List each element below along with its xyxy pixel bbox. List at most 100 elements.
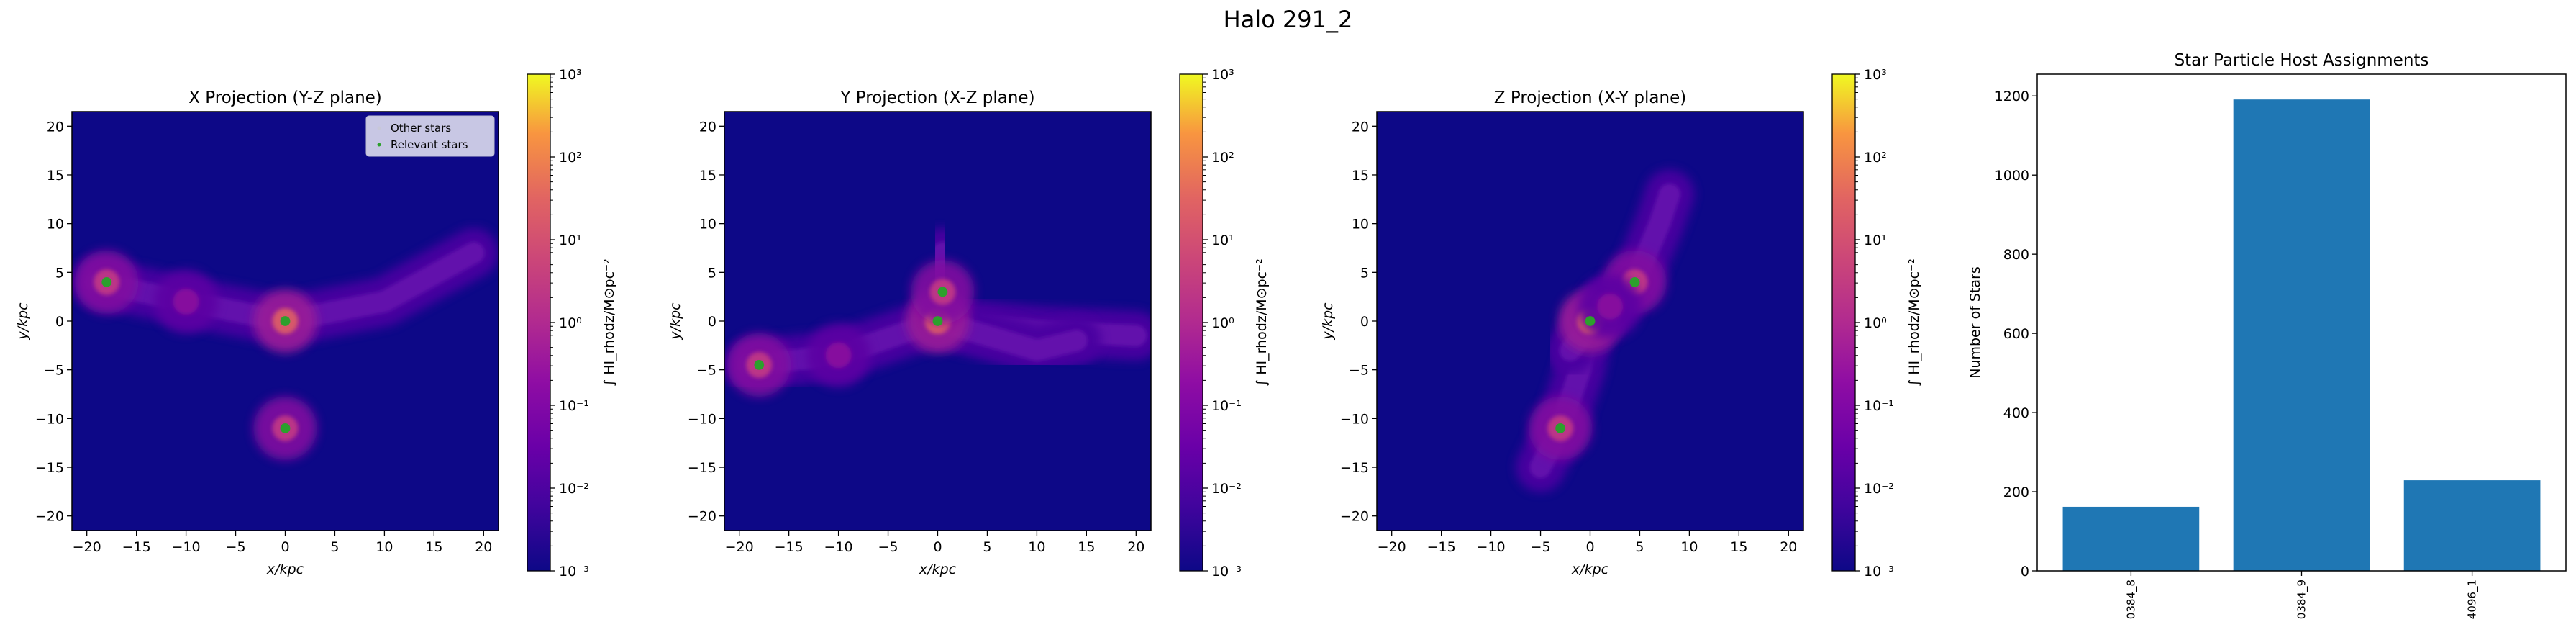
colorbar-tick-label: 10¹ [1864, 233, 1887, 248]
colorbar: 10⁻³ 10⁻² 10⁻¹ 10⁰ 10¹ 10² 10³ ∫ HI_rhodz/M⊙pc⁻… [1831, 67, 1922, 580]
heatmap-image [72, 112, 499, 531]
x-tick-label: −15 [1427, 539, 1456, 555]
relevant-star [1585, 316, 1596, 326]
y-tick-label: 5 [708, 265, 716, 281]
colorbar-tick-label: 10² [1211, 150, 1234, 166]
colorbar-tick-label: 10⁻¹ [1864, 398, 1894, 414]
colorbar-tick-label: 10⁻³ [1211, 564, 1242, 580]
x-tick-label: 5 [1635, 539, 1644, 555]
panel-title: X Projection (Y-Z plane) [188, 89, 382, 107]
relevant-star [754, 360, 765, 370]
legend-label: Relevant stars [391, 138, 468, 151]
projection-panel-3: −20 −15 −10 −5 0 5 10 15 20 −20 −15 −10 −5 0 5 10 15 20 Z … [1320, 67, 1922, 580]
y-tick-label: −5 [696, 363, 716, 379]
colorbar-tick-label: 10⁰ [559, 315, 582, 331]
legend: Other stars Relevant stars [365, 115, 495, 157]
y-tick-label: 10 [699, 217, 716, 233]
relevant-star [280, 316, 291, 326]
bar [2233, 99, 2370, 571]
x-axis-label: x/kpc [266, 562, 304, 577]
bar [2403, 480, 2541, 571]
gas-clump-core [825, 342, 852, 369]
colorbar-tick-label: 10⁰ [1211, 315, 1234, 331]
y-tick-label: −20 [1340, 509, 1369, 525]
legend-box [365, 115, 495, 157]
y-tick-label: 10 [47, 217, 64, 233]
colorbar-tick-label: 10³ [1211, 67, 1234, 83]
y-tick-label: 1000 [1995, 168, 2029, 184]
x-tick-label: −10 [824, 539, 853, 555]
x-tick-label: −10 [172, 539, 201, 555]
y-tick-label: 0 [55, 314, 64, 330]
colorbar-tick-label: 10⁰ [1864, 315, 1887, 331]
y-tick-label: −10 [688, 411, 716, 427]
x-tick-label: 20 [475, 539, 492, 555]
x-axis-label: x/kpc [919, 562, 957, 577]
y-tick-label: 0 [2021, 564, 2029, 580]
axes-frame [2036, 73, 2567, 572]
colorbar-tick-label: 10⁻³ [1864, 564, 1894, 580]
colorbar-tick-label: 10⁻¹ [559, 398, 589, 414]
bar [2062, 506, 2200, 571]
x-tick-label: 15 [1730, 539, 1747, 555]
gas-clump-core [173, 289, 199, 315]
relevant-star [1629, 276, 1640, 287]
y-tick-label: 5 [1360, 265, 1369, 281]
colorbar-tick-label: 10⁻² [559, 481, 589, 497]
relevant-star [937, 287, 948, 297]
colorbar-label: ∫ HI_rhodz/M⊙pc⁻² [1254, 258, 1270, 386]
y-tick-label: 20 [47, 119, 64, 135]
heatmap-image [1377, 112, 1803, 531]
y-tick-label: 10 [1352, 217, 1369, 233]
heatmap-image [724, 112, 1151, 531]
x-tick-label: 0384_9 [2295, 580, 2309, 619]
relevant-star [280, 423, 291, 433]
legend-marker [377, 126, 381, 130]
y-tick-label: 800 [2003, 247, 2029, 263]
x-tick-label: 10 [376, 539, 393, 555]
y-tick-label: −20 [688, 509, 716, 525]
colorbar: 10⁻³ 10⁻² 10⁻¹ 10⁰ 10¹ 10² 10³ ∫ HI_rhodz/M⊙pc⁻… [527, 67, 617, 580]
y-tick-label: 15 [47, 168, 64, 184]
x-tick-label: 0 [281, 539, 289, 555]
panel-title: Z Projection (X-Y plane) [1494, 89, 1686, 107]
gas-filament-core [927, 310, 1088, 361]
x-axis-label: x/kpc [1571, 562, 1609, 577]
x-tick-label: 10 [1680, 539, 1698, 555]
colorbar-gradient [1179, 73, 1203, 572]
x-tick-label: 15 [1078, 539, 1095, 555]
y-tick-label: −5 [44, 363, 64, 379]
colorbar-gradient [1831, 73, 1856, 572]
legend-marker [377, 143, 381, 147]
y-tick-label: 20 [699, 119, 716, 135]
y-axis-label: y/kpc [1320, 302, 1336, 341]
y-tick-label: 20 [1352, 119, 1369, 135]
y-tick-label: 15 [1352, 168, 1369, 184]
y-tick-label: 400 [2003, 405, 2029, 421]
y-tick-label: −15 [35, 460, 64, 476]
panel-title: Star Particle Host Assignments [2175, 51, 2429, 70]
x-tick-label: −10 [1477, 539, 1506, 555]
x-tick-label: −20 [725, 539, 754, 555]
x-tick-label: 20 [1780, 539, 1797, 555]
relevant-star [1555, 423, 1566, 433]
x-tick-label: −15 [122, 539, 151, 555]
x-tick-label: 0 [1585, 539, 1594, 555]
bar-chart-panel: 0384_8 0384_9 4096_1 0 200 400 600 800 1000 1200 S… [1967, 51, 2567, 619]
x-tick-label: 5 [983, 539, 991, 555]
colorbar-tick-label: 10⁻² [1211, 481, 1242, 497]
y-tick-label: −10 [35, 411, 64, 427]
y-tick-label: −15 [1340, 460, 1369, 476]
y-axis-label: y/kpc [668, 302, 683, 341]
x-tick-label: 5 [330, 539, 339, 555]
x-tick-label: 0 [933, 539, 942, 555]
y-axis-label: Number of Stars [1967, 266, 1983, 379]
colorbar-tick-label: 10² [1864, 150, 1887, 166]
panel-title: Y Projection (X-Z plane) [839, 89, 1034, 107]
colorbar-tick-label: 10¹ [1211, 233, 1234, 248]
y-tick-label: −15 [688, 460, 716, 476]
y-tick-label: 5 [55, 265, 64, 281]
legend-label: Other stars [391, 122, 451, 135]
